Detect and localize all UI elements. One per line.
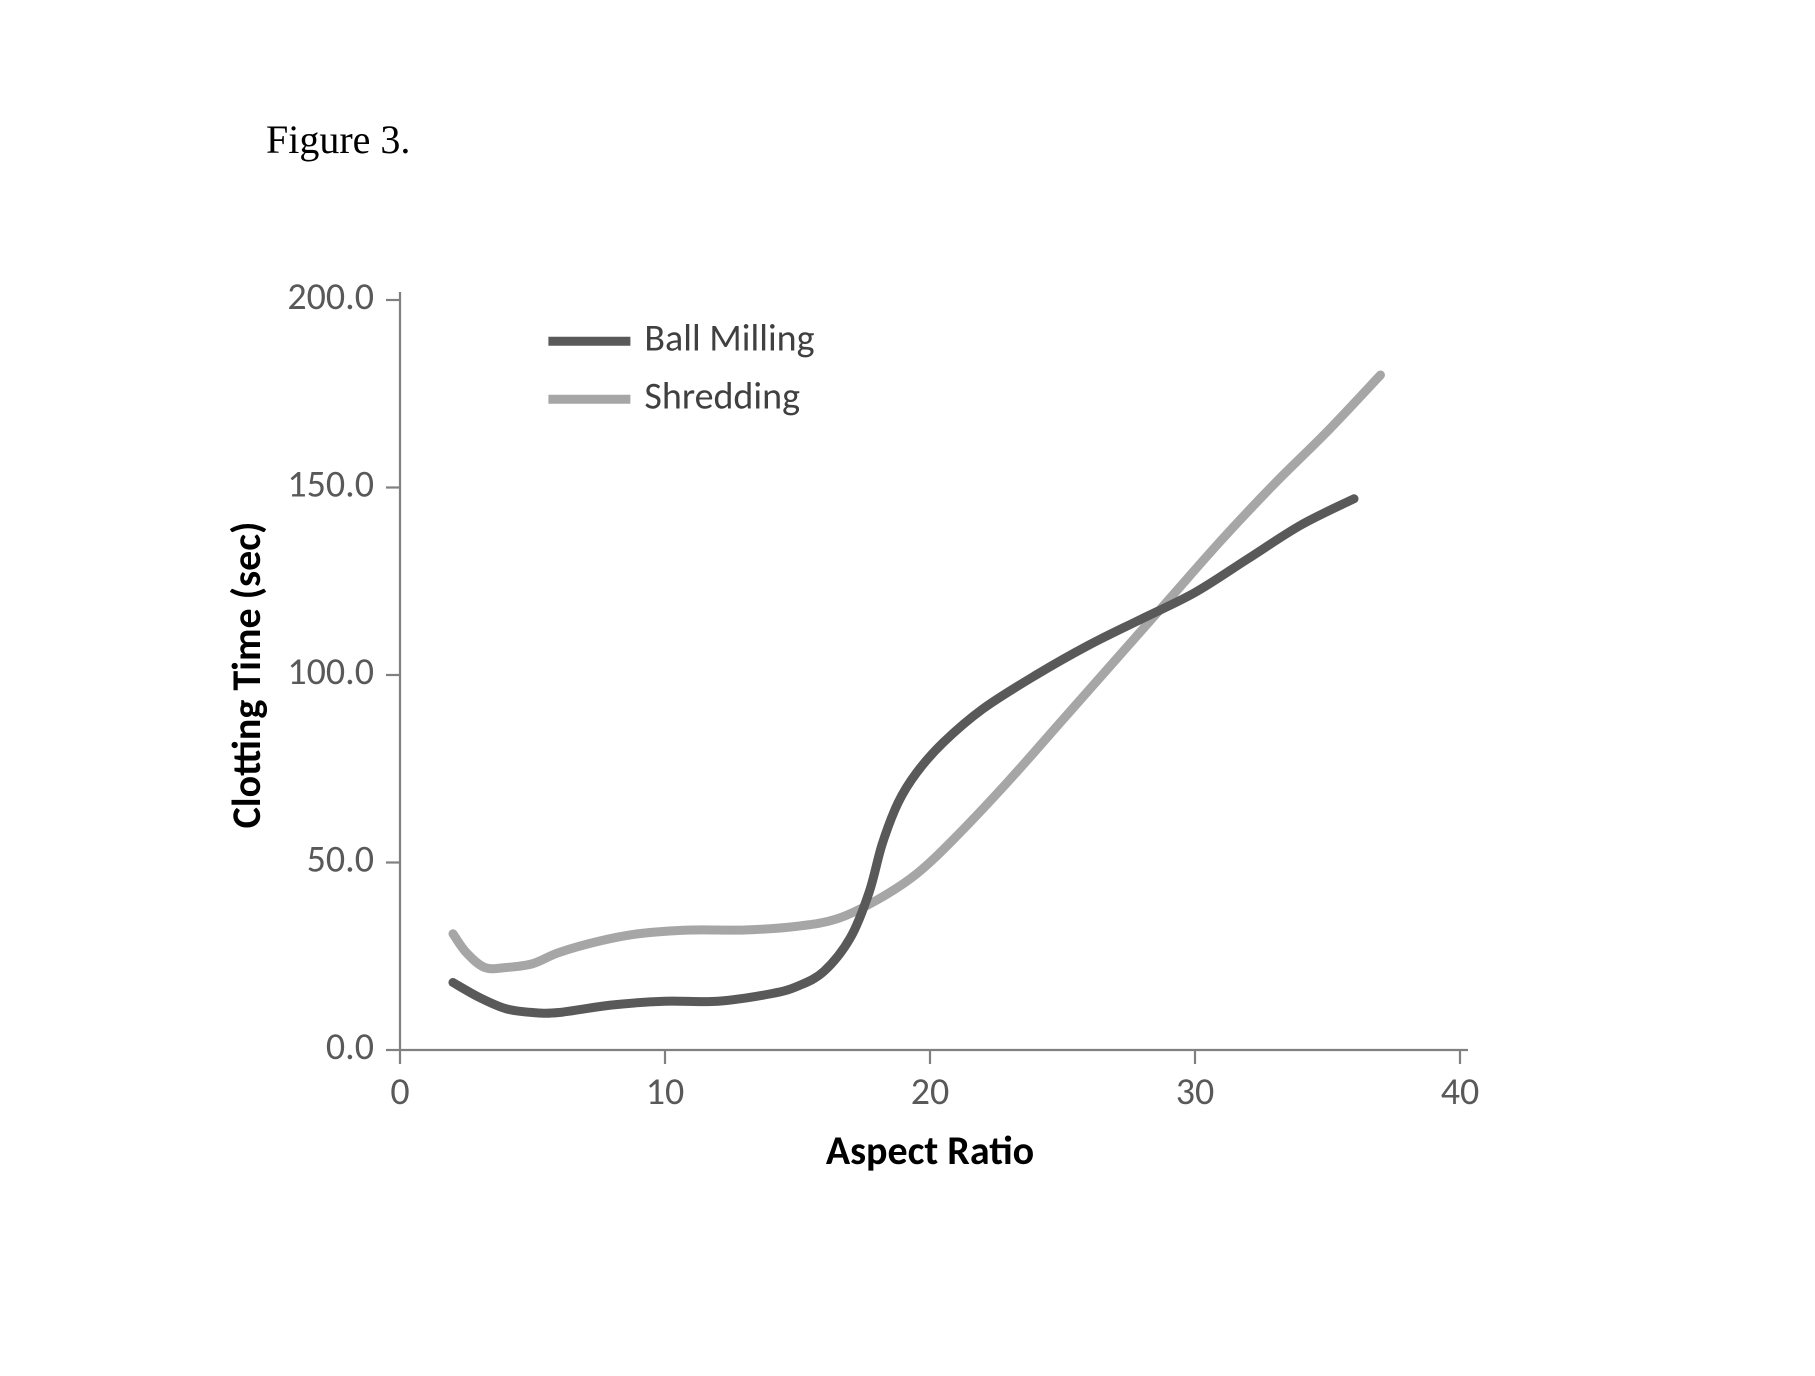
legend-label: Ball Milling [644, 315, 814, 361]
x-tick-label: 30 [1176, 1069, 1215, 1115]
y-tick-label: 200.0 [287, 274, 374, 320]
y-tick-label: 100.0 [287, 649, 374, 695]
x-tick-label: 10 [646, 1069, 685, 1115]
y-tick-label: 0.0 [326, 1024, 374, 1070]
legend-label: Shredding [644, 373, 800, 419]
line-chart: 0.0 50.0 100.0 150.0 200.0 0 10 20 30 40 Clotting … [210, 260, 1520, 1190]
x-tick-label: 0 [390, 1069, 409, 1115]
figure-caption: Figure 3. [266, 116, 410, 163]
x-axis-label: Aspect Ratio [826, 1126, 1034, 1175]
y-axis-label: Clotting Time (sec) [222, 522, 271, 829]
page: Figure 3. 0.0 50.0 100.0 150.0 200.0 0 10 20 30 4… [0, 0, 1815, 1376]
x-tick-label: 40 [1441, 1069, 1480, 1115]
chart-svg: 0.0 50.0 100.0 150.0 200.0 0 10 20 30 40 Clotting … [210, 260, 1520, 1190]
y-tick-label: 50.0 [307, 837, 374, 883]
x-tick-label: 20 [911, 1069, 950, 1115]
y-tick-label: 150.0 [287, 462, 374, 508]
